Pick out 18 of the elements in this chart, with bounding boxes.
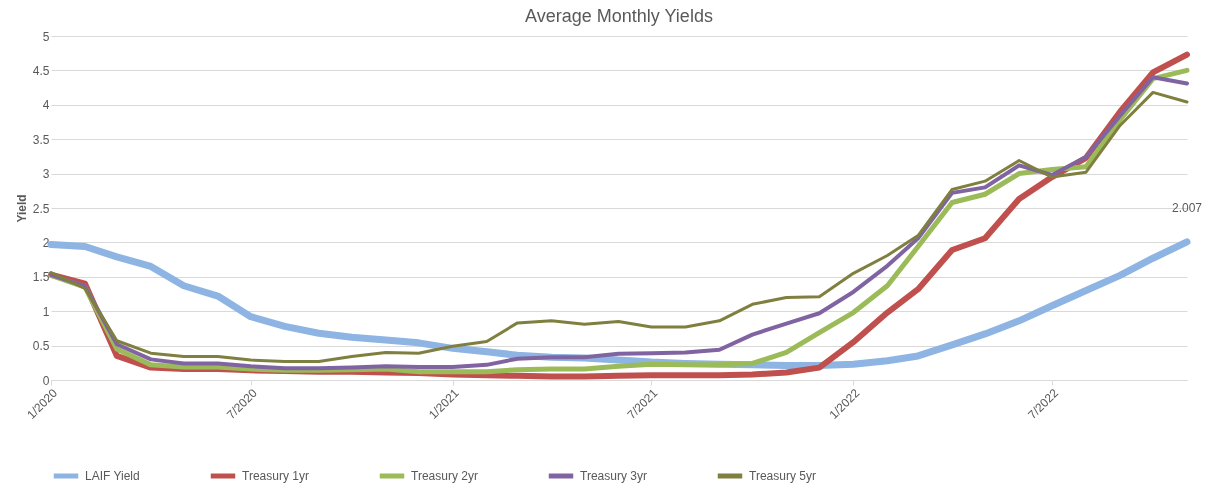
chart-title: Average Monthly Yields: [525, 6, 713, 26]
y-tick-label: 1.5: [32, 270, 50, 285]
y-tick-label: 4.5: [32, 63, 50, 78]
y-tick-label: 0.5: [32, 339, 50, 354]
y-tick-label: 3.5: [32, 132, 50, 147]
legend-label: Treasury 1yr: [242, 469, 309, 483]
legend-label: LAIF Yield: [85, 469, 140, 483]
legend-label: Treasury 3yr: [580, 469, 647, 483]
legend-label: Treasury 5yr: [749, 469, 816, 483]
legend-label: Treasury 2yr: [411, 469, 478, 483]
y-tick-label: 3: [42, 167, 50, 182]
y-tick-label: 5: [42, 29, 50, 44]
y-tick-label: 2.5: [32, 201, 50, 216]
data-label: 2.007: [1171, 200, 1203, 215]
y-tick-label: 0: [42, 373, 50, 388]
y-axis-title: Yield: [14, 194, 29, 223]
y-tick-label: 4: [42, 98, 50, 113]
y-tick-label: 1: [42, 304, 50, 319]
